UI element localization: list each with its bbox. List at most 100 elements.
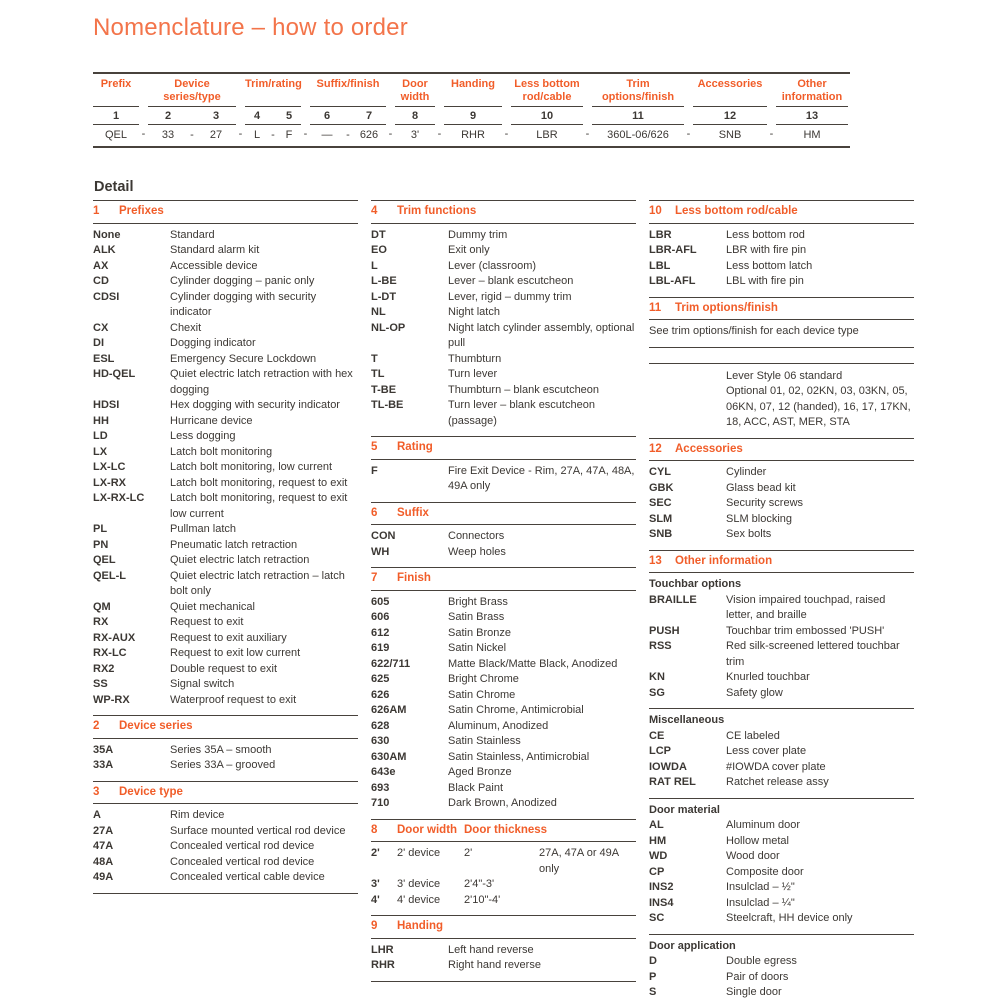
section-header: 13 Other information	[649, 549, 914, 573]
page-title: Nomenclature – how to order	[93, 14, 408, 41]
code: LX-LC	[93, 461, 126, 473]
code: A	[93, 809, 101, 821]
dash: -	[686, 128, 691, 140]
code-row: 626 Satin Chrome	[371, 688, 636, 704]
code: RX2	[93, 662, 115, 675]
detail-heading: Detail	[94, 179, 134, 195]
code-description: 2' device	[397, 847, 441, 859]
code-row: 619 Satin Nickel	[371, 641, 636, 657]
code-group-label: Suffix/finish	[316, 78, 380, 90]
code-group: Door width 8 3'	[395, 77, 435, 141]
code-group-label: Other information	[781, 78, 843, 103]
code-description: Surface mounted vertical rod device	[170, 824, 346, 837]
code-group: Trim/rating 4 5 L - F	[245, 77, 302, 141]
trim-style-notes: Lever Style 06 standard Optional 01, 02, …	[726, 364, 914, 438]
section-8: 8 Door width Door thickness 2' 2' device 2' 27…	[371, 818, 636, 916]
code-row: L Lever (classroom)	[371, 259, 636, 275]
section-rows: 35A Series 35A – smooth 33A Series 33A – gr…	[93, 739, 358, 781]
code: HD-QEL	[93, 368, 136, 380]
section-number: 12	[649, 442, 662, 455]
code: 628	[371, 719, 390, 732]
code-row: PN Pneumatic latch retraction	[93, 538, 358, 554]
code: LBR	[649, 228, 672, 241]
subsection-title: Door material	[649, 803, 720, 816]
section-number: 13	[649, 554, 662, 567]
section-header: 3 Device type	[93, 780, 358, 804]
position-number: 13	[805, 110, 819, 122]
dash: -	[504, 128, 509, 140]
code: LX-RX	[93, 476, 126, 489]
dash: -	[271, 129, 275, 141]
position-number: 3	[212, 110, 220, 122]
code-group: Device series/type 2 3 33-27	[148, 77, 236, 141]
code-row: 27A Surface mounted vertical rod device	[93, 824, 358, 840]
code-description: Glass bead kit	[726, 481, 796, 494]
code-group-label: Accessories	[697, 78, 763, 90]
position-numbers: 11	[592, 107, 684, 124]
code-description: Latch bolt monitoring, request to exit l…	[170, 492, 348, 520]
section-header: 7 Finish	[371, 567, 636, 591]
code-group: Handing 9 RHR	[444, 77, 502, 141]
code-row: DI Dogging indicator	[93, 336, 358, 352]
code: L-BE	[371, 275, 397, 287]
code: LX-RX-LC	[93, 492, 145, 504]
detail-column-3: 10 Less bottom rod/cable LBR Less bottom ro…	[649, 200, 914, 1000]
code-row: AL Aluminum door	[649, 818, 914, 834]
code: ALK	[93, 244, 116, 256]
code-description: Left hand reverse	[448, 943, 534, 956]
door-width-row: 4' 4' device 2'10"-4'	[371, 893, 636, 909]
code: 48A	[93, 855, 114, 868]
code: LHR	[371, 943, 394, 956]
code-group: Suffix/finish 6 7— -626	[310, 77, 386, 141]
example-value: QEL	[104, 129, 127, 141]
code: 622/711	[371, 657, 411, 670]
code-row: NL-OP Night latch cylinder assembly, opti…	[371, 321, 636, 352]
code-row: S Single door	[649, 985, 914, 1000]
code-description: Hollow metal	[726, 834, 789, 847]
section-rows: None Standard ALK Standard alarm kit AX Acces…	[93, 224, 358, 716]
code-description: Vision impaired touchpad, raised letter,…	[726, 593, 886, 622]
code-description: Ratchet release assy	[726, 776, 829, 788]
code-row: 612 Satin Bronze	[371, 626, 636, 642]
code-row: CDSI Cylinder dogging with security indic…	[93, 290, 358, 321]
position-number: 11	[632, 110, 644, 122]
section-rows: 605 Bright Brass 606 Satin Brass 612 Satin Br…	[371, 591, 636, 819]
code-row: ESL Emergency Secure Lockdown	[93, 352, 358, 368]
code-description: Quiet electric latch retraction – latch …	[170, 569, 345, 598]
spacer	[188, 107, 196, 124]
code-description: LBR with fire pin	[726, 244, 807, 256]
code-description: Waterproof request to exit	[170, 693, 297, 706]
section-rows: CYL Cylinder GBK Glass bead kit SEC Security …	[649, 461, 914, 550]
code-row: RX2 Double request to exit	[93, 662, 358, 678]
code-row: WP-RX Waterproof request to exit	[93, 693, 358, 709]
code-row: QEL Quiet electric latch retraction	[93, 553, 358, 569]
code-description: Satin Stainless	[448, 735, 521, 747]
code-description: #IOWDA cover plate	[726, 760, 826, 773]
code: LBL	[649, 259, 671, 272]
code: 630	[371, 735, 390, 747]
code-row: SNB Sex bolts	[649, 527, 914, 543]
example-values: — -626	[310, 125, 386, 141]
section-4: 4 Trim functions DT Dummy trim EO Exit only L L…	[371, 200, 636, 436]
code-description: CE labeled	[726, 729, 780, 742]
code: 710	[371, 797, 390, 809]
code-row: HD-QEL Quiet electric latch retraction wi…	[93, 367, 358, 398]
rule	[148, 124, 236, 125]
code: 4'	[371, 893, 380, 906]
section-12: 12 Accessories CYL Cylinder GBK Glass bead ki…	[649, 437, 914, 550]
rule	[649, 362, 914, 364]
rule	[592, 124, 684, 125]
code-row: L-DT Lever, rigid – dummy trim	[371, 290, 636, 306]
spacer	[269, 107, 277, 124]
section-title: Prefixes	[119, 205, 164, 217]
code-description: Red silk-screened lettered touchbar trim	[726, 640, 900, 668]
rule	[245, 124, 301, 125]
detail-column-1: 1 Prefixes None Standard ALK Standard alarm k…	[93, 200, 358, 894]
code-description: Latch bolt monitoring, request to exit	[170, 476, 348, 489]
code-description: Standard alarm kit	[170, 244, 260, 256]
code-row: 630 Satin Stainless	[371, 734, 636, 750]
position-number: 1	[112, 110, 120, 122]
example-value: 27	[209, 129, 223, 141]
section-rows: CON Connectors WH Weep holes	[371, 525, 636, 567]
code-row: P Pair of doors	[649, 970, 914, 986]
